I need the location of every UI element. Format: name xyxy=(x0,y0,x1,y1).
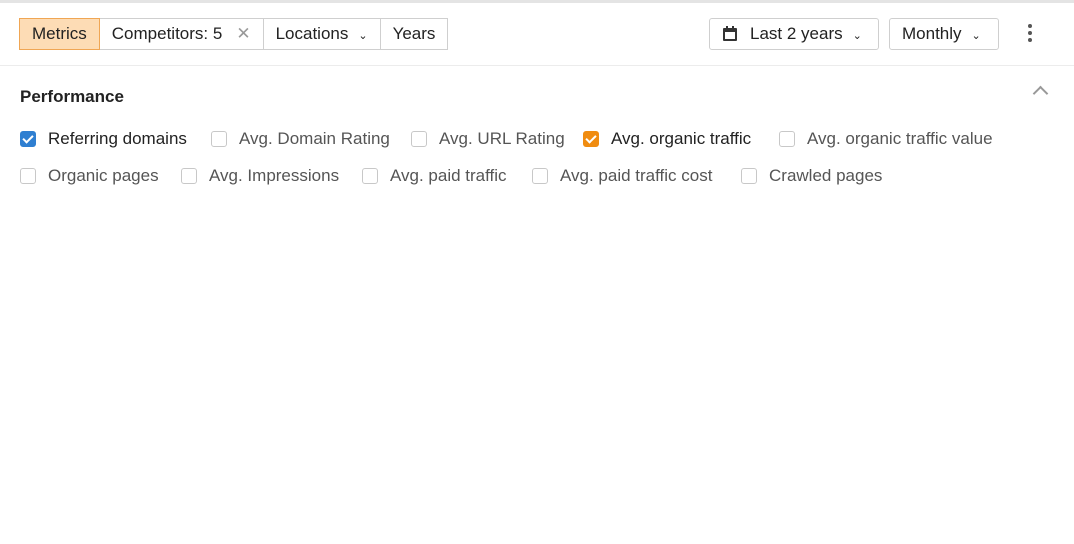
checkbox-option[interactable]: Organic pages xyxy=(20,166,159,186)
tab[interactable]: Metrics xyxy=(19,18,100,50)
checkbox[interactable] xyxy=(211,131,227,147)
checkbox-option[interactable]: Avg. organic traffic value xyxy=(779,129,993,149)
checkbox-option[interactable]: Avg. paid traffic xyxy=(362,166,507,186)
chevron: ⌄ xyxy=(358,30,368,42)
checkbox-option[interactable]: Avg. Impressions xyxy=(181,166,339,186)
checkbox-option[interactable]: Avg. paid traffic cost xyxy=(532,166,712,186)
checkbox[interactable] xyxy=(181,168,197,184)
checkbox[interactable] xyxy=(532,168,548,184)
tab-label: Competitors: 5 xyxy=(111,24,223,43)
more-menu[interactable] xyxy=(1028,24,1033,42)
checkbox-option[interactable]: Avg. organic traffic xyxy=(583,129,751,149)
checkbox-option[interactable]: Referring domains xyxy=(20,129,187,149)
period-label: Last 2 years xyxy=(750,24,843,43)
tabs: Metrics Competitors: 5 ✕ Locations ⌄ Years xyxy=(19,18,449,50)
option-label: Crawled pages xyxy=(769,166,883,185)
option-label: Avg. organic traffic xyxy=(611,129,752,148)
interval-button[interactable]: Monthly ⌄ xyxy=(889,18,999,50)
checkbox[interactable] xyxy=(583,131,599,147)
tab[interactable]: Competitors: 5 ✕ xyxy=(98,18,264,50)
interval-label: Monthly xyxy=(902,24,962,43)
section-title: Performance xyxy=(20,87,124,106)
checkbox[interactable] xyxy=(779,131,795,147)
tab[interactable]: Years xyxy=(379,18,449,50)
option-label: Avg. Domain Rating xyxy=(239,129,390,148)
checkbox-option[interactable]: Avg. Domain Rating xyxy=(211,129,390,149)
checkbox-option[interactable]: Crawled pages xyxy=(741,166,882,186)
checkbox[interactable] xyxy=(20,168,36,184)
chart xyxy=(0,200,1074,544)
checkbox[interactable] xyxy=(20,131,36,147)
option-label: Avg. paid traffic cost xyxy=(560,166,713,185)
close-icon[interactable]: ✕ xyxy=(236,24,251,43)
checkbox[interactable] xyxy=(411,131,427,147)
chevron: ⌄ xyxy=(852,30,862,42)
option-label: Referring domains xyxy=(48,129,187,148)
checkbox[interactable] xyxy=(741,168,757,184)
tab-label: Locations xyxy=(275,24,349,43)
option-label: Avg. organic traffic value xyxy=(807,129,993,148)
tab[interactable]: Locations ⌄ xyxy=(262,18,381,50)
checkbox-option[interactable]: Avg. URL Rating xyxy=(411,129,565,149)
chevron: ⌄ xyxy=(971,30,981,42)
checkbox[interactable] xyxy=(362,168,378,184)
option-label: Organic pages xyxy=(48,166,159,185)
collapse-icon[interactable] xyxy=(1032,85,1049,102)
toolbar: Metrics Competitors: 5 ✕ Locations ⌄ Years… xyxy=(0,0,1074,66)
option-label: Avg. Impressions xyxy=(209,166,340,185)
option-label: Avg. paid traffic xyxy=(390,166,507,185)
option-label: Avg. URL Rating xyxy=(439,129,565,148)
